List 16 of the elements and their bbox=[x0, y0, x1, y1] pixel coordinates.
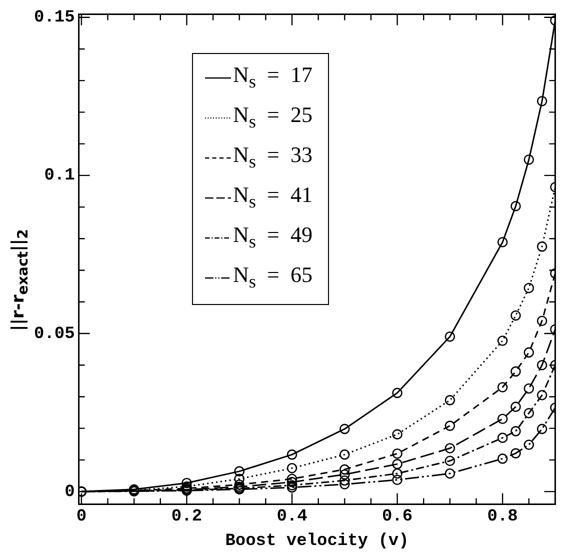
legend-label: N$_{s}$ = 33 bbox=[233, 140, 312, 174]
legend-label: N$_{s}$ = 17 bbox=[233, 60, 312, 94]
legend-label: N$_{s}$ = 41 bbox=[233, 180, 312, 214]
x-tick-label: 0.4 bbox=[276, 508, 308, 527]
x-tick-label: 0.6 bbox=[382, 508, 413, 527]
legend-label: N$_{s}$ = 65 bbox=[233, 260, 312, 294]
y-tick-label: 0.1 bbox=[44, 166, 75, 186]
legend-label: N$_{s}$ = 49 bbox=[233, 220, 312, 254]
y-tick-label: 0 bbox=[64, 482, 75, 502]
y-tick-label: 0.15 bbox=[34, 8, 75, 28]
legend-label: N$_{s}$ = 25 bbox=[233, 100, 312, 134]
x-tick-label: 0.8 bbox=[487, 508, 518, 527]
x-tick-label: 0.2 bbox=[171, 508, 202, 527]
y-tick-label: 0.05 bbox=[34, 324, 75, 344]
x-tick-label: 0 bbox=[76, 508, 87, 527]
x-axis-title: Boost velocity (v) bbox=[225, 532, 409, 552]
